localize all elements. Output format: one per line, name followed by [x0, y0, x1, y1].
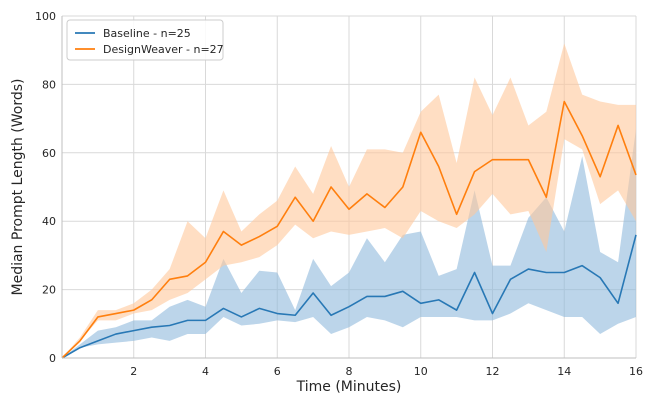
y-tick-label: 80: [42, 78, 56, 91]
y-tick-label: 60: [42, 147, 56, 160]
legend: Baseline - n=25 DesignWeaver - n=27: [66, 19, 224, 61]
y-tick-label: 100: [35, 10, 56, 23]
x-tick-label: 8: [346, 365, 353, 378]
series-lines: [61, 100, 637, 359]
x-tick-label: 4: [202, 365, 209, 378]
x-tick-label: 16: [629, 365, 643, 378]
confidence-band-baseline: [62, 128, 636, 358]
y-tick-label: 0: [49, 352, 56, 365]
axes: 2 4 6 8 10 12 14 16 0 20 40 60 80 100: [35, 10, 643, 378]
x-tick-label: 14: [557, 365, 571, 378]
x-axis-title: Time (Minutes): [296, 379, 402, 395]
legend-box: [66, 19, 224, 61]
y-tick-label: 40: [42, 215, 56, 228]
series-line-designweaver: [61, 100, 637, 359]
legend-label-designweaver: DesignWeaver - n=27: [103, 43, 224, 56]
x-tick-label: 6: [274, 365, 281, 378]
x-tick-label: 10: [414, 365, 428, 378]
confidence-bands: [62, 43, 636, 359]
x-tick-label: 2: [130, 365, 137, 378]
legend-label-baseline: Baseline - n=25: [103, 27, 191, 40]
y-axis-title: Median Prompt Length (Words): [10, 79, 26, 296]
x-tick-label: 12: [486, 365, 500, 378]
series-line-baseline: [61, 234, 637, 359]
y-tick-label: 20: [42, 284, 56, 297]
confidence-band-designweaver: [62, 43, 636, 359]
